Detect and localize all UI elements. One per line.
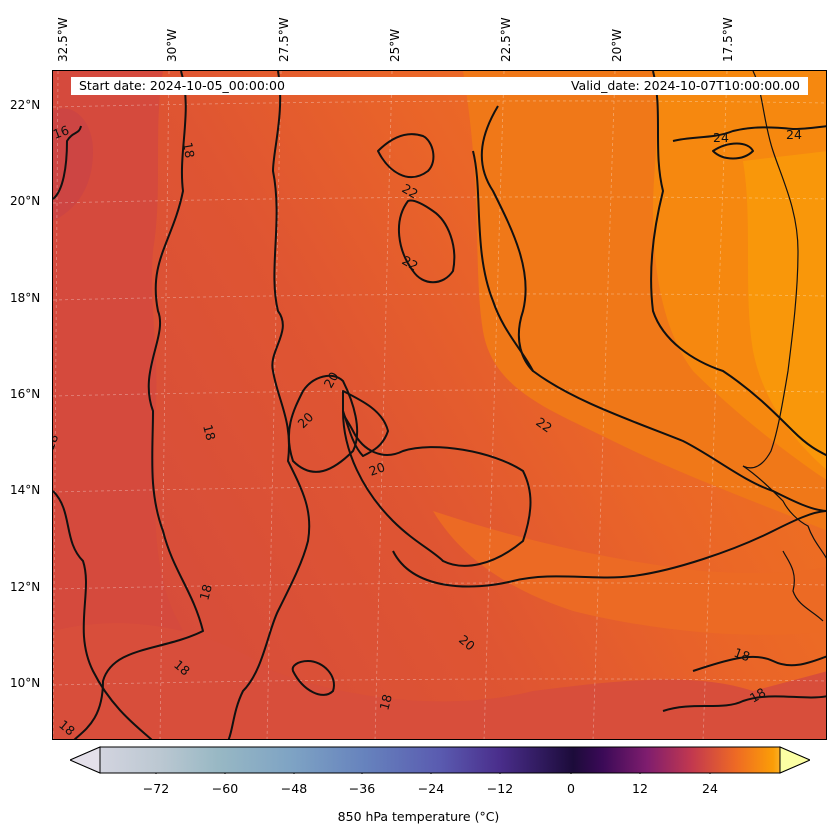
lat-label-14n: 14°N [10, 483, 41, 497]
contour-label: 18 [200, 423, 219, 442]
lon-label-17-5w: 17.5°W [721, 17, 735, 62]
colorbar-tick-label: −72 [142, 781, 170, 796]
start-date-label: Start date: 2024-10-05_00:00:00 [79, 78, 285, 93]
lat-label-20n: 20°N [10, 194, 41, 208]
cool-spot-northwest [53, 108, 93, 221]
contour-label: 24 [786, 127, 802, 142]
colorbar-tick-label: −36 [348, 781, 376, 796]
colorbar-max-extend [779, 746, 810, 774]
colorbar-gradient [70, 746, 810, 774]
contour-label: 16 [53, 122, 71, 142]
colorbar-tick-label: 24 [702, 781, 718, 796]
africa-coastline [742, 71, 826, 622]
forecast-info-box: Start date: 2024-10-05_00:00:00 Valid_da… [71, 77, 808, 95]
contour-label: 22 [400, 253, 421, 274]
lat-label-10n: 10°N [10, 676, 41, 690]
contour-label: 20 [367, 459, 387, 479]
lat-label-22n: 22°N [10, 98, 41, 112]
lon-label-27-5w: 27.5°W [277, 17, 291, 62]
colorbar-tick-label: 12 [632, 781, 648, 796]
contour-label: 22 [400, 181, 421, 202]
colorbar-min-extend [70, 746, 101, 774]
lon-label-20w: 20°W [610, 28, 624, 62]
lon-label-32-5w: 32.5°W [56, 17, 70, 62]
temperature-map[interactable]: 16 18 18 18 18 18 18 18 18 18 20 20 20 2… [52, 70, 827, 740]
valid-date-label: Valid_date: 2024-10-07T10:00:00.00 [570, 78, 800, 93]
map-canvas: 16 18 18 18 18 18 18 18 18 18 20 20 20 2… [53, 71, 826, 739]
contour-label: 18 [747, 685, 768, 706]
colorbar-tick-label: −60 [211, 781, 239, 796]
lat-label-16n: 16°N [10, 387, 41, 401]
contour-label: 24 [713, 130, 729, 145]
cool-band-west [53, 71, 233, 739]
contour-label: 18 [732, 645, 752, 665]
lon-label-30w: 30°W [165, 28, 179, 62]
colorbar-tick-label: −48 [280, 781, 308, 796]
colorbar-tick-label: 0 [567, 781, 575, 796]
warm-band-southeast [433, 511, 826, 635]
colorbar-title: 850 hPa temperature (°C) [337, 809, 500, 824]
lat-label-12n: 12°N [10, 580, 41, 594]
contour-label: 20 [321, 369, 342, 390]
lon-label-25w: 25°W [388, 28, 402, 62]
temperature-contours [53, 71, 826, 739]
graticule [53, 71, 826, 739]
cool-band-south [53, 623, 826, 739]
contour-label: 18 [196, 582, 215, 601]
contour-label: 18 [376, 692, 395, 711]
lon-label-22-5w: 22.5°W [499, 17, 513, 62]
colorbar-tick-label: −24 [417, 781, 445, 796]
lat-label-18n: 18°N [10, 291, 41, 305]
contour-label: 18 [53, 432, 61, 452]
colorbar-tick-label: −12 [486, 781, 514, 796]
colorbar-ticks [155, 773, 711, 774]
contour-label: 18 [180, 141, 198, 159]
colorbar [70, 746, 810, 774]
hottest-band-east [743, 151, 826, 470]
contour-label: 22 [533, 414, 555, 435]
